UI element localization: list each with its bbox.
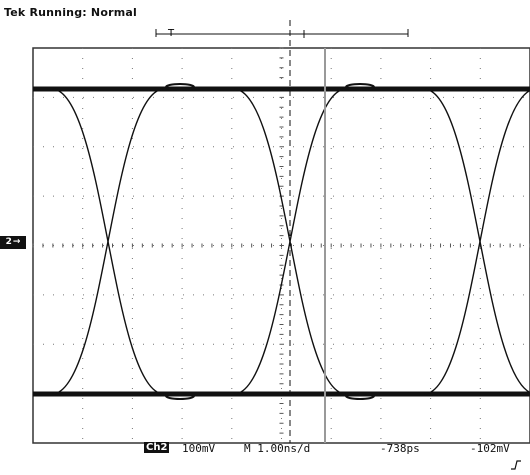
channel-badge[interactable]: Ch2 xyxy=(144,442,170,453)
status-line: Tek Running: Normal xyxy=(4,6,137,19)
horizontal-scale: M 1.00ns/d xyxy=(244,442,311,455)
trigger-window-bracket xyxy=(155,29,409,38)
trigger-level: -102mV xyxy=(470,442,510,455)
marker-arrow-icon: → xyxy=(12,237,21,247)
vertical-scale: 100mV xyxy=(182,442,216,455)
rising-edge-icon xyxy=(510,459,522,474)
graticule-grid xyxy=(32,47,530,444)
undershoot-bump xyxy=(165,392,195,400)
overshoot-bump xyxy=(345,83,375,91)
trigger-position: -738ps xyxy=(380,442,420,455)
trigger-window-label: T xyxy=(167,28,175,39)
eye-diagram-traces xyxy=(33,83,530,400)
rising-edge-trace xyxy=(423,89,530,395)
undershoot-bump xyxy=(345,392,375,400)
acquisition-state: Running: Normal xyxy=(29,6,137,19)
overshoot-bump xyxy=(165,83,195,91)
channel-marker-label: 2 xyxy=(5,237,12,247)
falling-edge-trace xyxy=(51,88,165,395)
brand-label: Tek xyxy=(4,6,26,19)
center-axis-ticks xyxy=(32,47,530,444)
falling-edge-trace xyxy=(423,88,530,394)
channel-ground-marker[interactable]: 2→ xyxy=(0,236,26,249)
